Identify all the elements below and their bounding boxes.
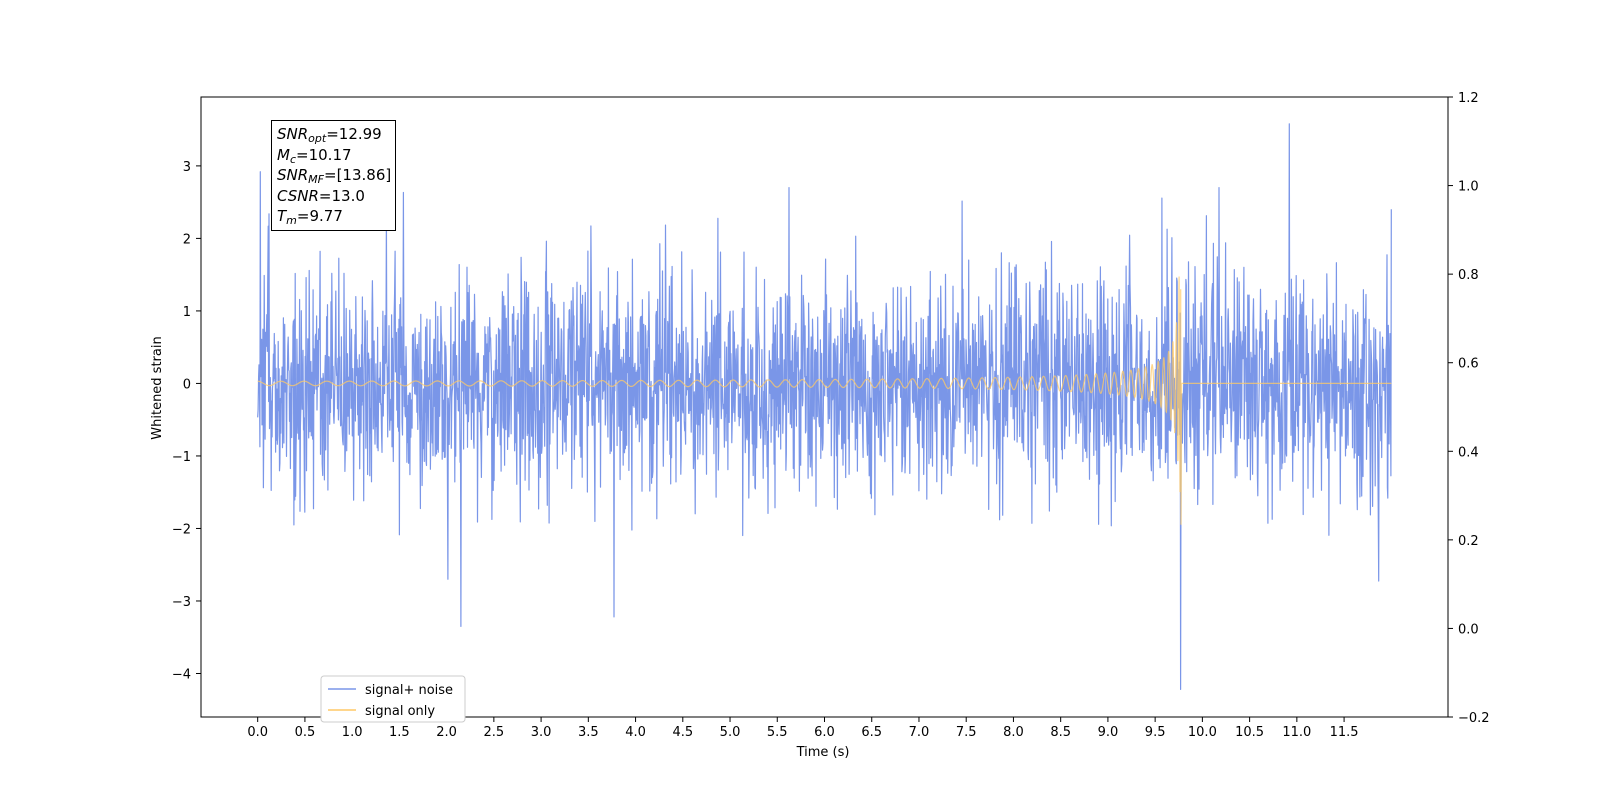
x-tick-label-2: 1.0 [342, 725, 363, 740]
x-tick-label-13: 6.5 [861, 725, 882, 740]
x-tick-label-5: 2.5 [484, 725, 505, 740]
x-tick-label-0: 0.0 [247, 725, 268, 740]
x-tick-label-1: 0.5 [295, 725, 316, 740]
y2-tick-label-4: 0.4 [1458, 445, 1479, 460]
legend: signal+ noise signal only [320, 675, 466, 723]
y-tick-label-3: 0 [183, 377, 191, 392]
y2-tick-label-0: 1.2 [1458, 91, 1479, 106]
x-tick-label-9: 4.5 [672, 725, 693, 740]
legend-label-signal-noise: signal+ noise [365, 683, 453, 698]
y-tick-label-1: 2 [183, 232, 191, 247]
x-tick-label-15: 7.5 [956, 725, 977, 740]
x-tick-label-7: 3.5 [578, 725, 599, 740]
x-tick-label-17: 8.5 [1050, 725, 1071, 740]
plot-area [257, 123, 1392, 690]
x-tick-label-22: 11.0 [1282, 725, 1311, 740]
x-tick-label-16: 8.0 [1003, 725, 1024, 740]
x-tick-label-3: 1.5 [389, 725, 410, 740]
x-tick-label-12: 6.0 [814, 725, 835, 740]
x-tick-label-8: 4.0 [625, 725, 646, 740]
x-tick-label-11: 5.5 [767, 725, 788, 740]
snr-mf-line: SNRMF=[13.86] [277, 166, 392, 186]
y-tick-label-4: −1 [172, 450, 191, 465]
x-tick-label-6: 3.0 [531, 725, 552, 740]
y-tick-label-6: −3 [172, 595, 191, 610]
y-axis-label: Whitened strain [150, 336, 165, 439]
y2-tick-label-1: 1.0 [1458, 180, 1479, 195]
series-signal-noise-line [257, 123, 1392, 690]
legend-box [320, 675, 466, 723]
x-tick-label-4: 2.0 [436, 725, 457, 740]
plot-frame [200, 96, 1449, 718]
x-tick-label-18: 9.0 [1098, 725, 1119, 740]
y2-tick-label-2: 0.8 [1458, 268, 1479, 283]
x-tick-label-14: 7.0 [909, 725, 930, 740]
series-signal-only-line [257, 276, 1392, 525]
x-axis-label: Time (s) [796, 745, 850, 760]
y2-tick-label-6: 0.0 [1458, 622, 1479, 637]
csnr-line: CSNR=13.0 [277, 186, 365, 205]
y-axis-left: 3 2 1 0 −1 −2 −3 −4 [172, 160, 201, 682]
legend-label-signal-only: signal only [365, 704, 435, 719]
x-tick-label-23: 11.5 [1330, 725, 1359, 740]
tm-line: Tm=9.77 [277, 207, 343, 227]
snr-opt-line: SNRopt=12.99 [277, 125, 382, 145]
y2-tick-label-3: 0.6 [1458, 357, 1479, 372]
x-axis: 0.0 0.5 1.0 1.5 2.0 2.5 3.0 3.5 4.0 4.5 5.0 5.5 6.0 6… [247, 717, 1359, 740]
y-tick-label-7: −4 [172, 667, 191, 682]
parameter-annotation-box: SNRopt=12.99 Mc=10.17 SNRMF=[13.86] CSNR… [271, 120, 397, 231]
x-tick-label-19: 9.5 [1145, 725, 1166, 740]
y-axis-right: 1.2 1.0 0.8 0.6 0.4 0.2 0.0 −0.2 [1448, 91, 1490, 726]
y-tick-label-2: 1 [183, 305, 191, 320]
y-tick-label-5: −2 [172, 522, 191, 537]
x-tick-label-21: 10.5 [1235, 725, 1264, 740]
y2-tick-label-7: −0.2 [1458, 711, 1490, 726]
x-tick-label-20: 10.0 [1188, 725, 1217, 740]
x-tick-label-10: 5.0 [720, 725, 741, 740]
mc-line: Mc=10.17 [277, 145, 352, 166]
y2-tick-label-5: 0.2 [1458, 534, 1479, 549]
y-tick-label-0: 3 [183, 160, 191, 175]
